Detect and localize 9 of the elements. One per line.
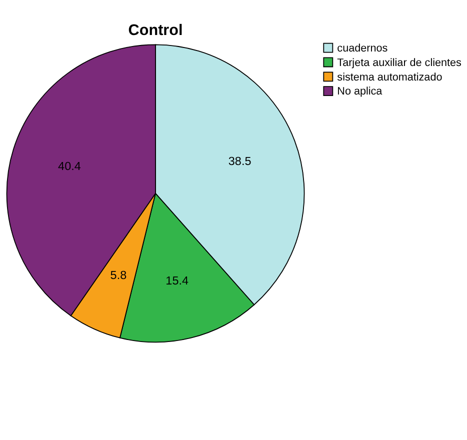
- data-label: 40.4: [58, 160, 82, 174]
- legend-label: cuadernos: [337, 42, 388, 54]
- data-label: 15.4: [166, 274, 189, 288]
- legend-label: sistema automatizado: [337, 71, 442, 84]
- data-label: 5.8: [110, 269, 128, 282]
- legend-label: Tarjeta auxiliar de clientes: [337, 56, 462, 69]
- chart-title: Control: [128, 22, 183, 40]
- legend-label: No aplica: [337, 86, 382, 98]
- data-label: 38.5: [228, 155, 252, 168]
